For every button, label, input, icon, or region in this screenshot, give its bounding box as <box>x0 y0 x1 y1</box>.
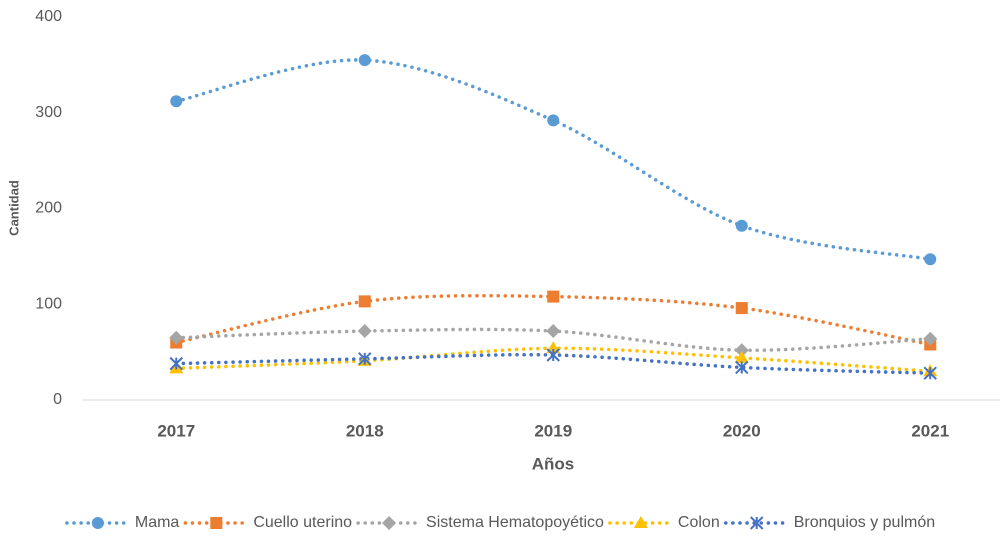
marker <box>547 114 560 127</box>
x-tick-label: 2017 <box>157 421 195 440</box>
marker <box>734 343 749 358</box>
marker <box>734 350 749 363</box>
legend-label: Colon <box>678 514 720 531</box>
marker <box>91 517 104 529</box>
x-axis-title: Años <box>532 454 575 473</box>
x-tick-label: 2021 <box>911 421 949 440</box>
marker <box>358 352 372 366</box>
marker <box>547 290 560 303</box>
marker <box>735 302 748 315</box>
marker <box>923 366 937 380</box>
legend-label: Bronquios y pulmón <box>794 514 935 531</box>
marker <box>169 356 183 371</box>
marker <box>923 331 938 346</box>
y-tick-label: 0 <box>53 391 62 408</box>
marker <box>170 95 183 108</box>
marker <box>633 516 648 528</box>
legend-label: Mama <box>135 514 180 531</box>
y-axis-title: Cantidad <box>6 180 21 236</box>
y-tick-label: 300 <box>35 104 62 121</box>
y-tick-label: 400 <box>35 8 62 25</box>
marker <box>382 516 397 530</box>
marker <box>735 360 749 375</box>
x-tick-label: 2019 <box>534 421 572 440</box>
marker <box>750 516 764 530</box>
y-tick-label: 100 <box>35 295 62 312</box>
x-tick-label: 2018 <box>346 421 384 440</box>
marker <box>169 330 184 345</box>
marker <box>546 348 560 362</box>
y-tick-label: 200 <box>35 200 62 217</box>
marker <box>546 324 561 339</box>
series-line <box>174 58 932 261</box>
marker <box>357 324 372 339</box>
x-tick-label: 2020 <box>723 421 761 440</box>
marker <box>735 219 748 232</box>
marker <box>210 517 223 529</box>
marker <box>358 54 371 67</box>
legend-label: Cuello uterino <box>253 514 352 531</box>
marker <box>358 295 371 308</box>
legend-label: Sistema Hematopoyético <box>426 514 604 531</box>
marker <box>924 253 937 266</box>
